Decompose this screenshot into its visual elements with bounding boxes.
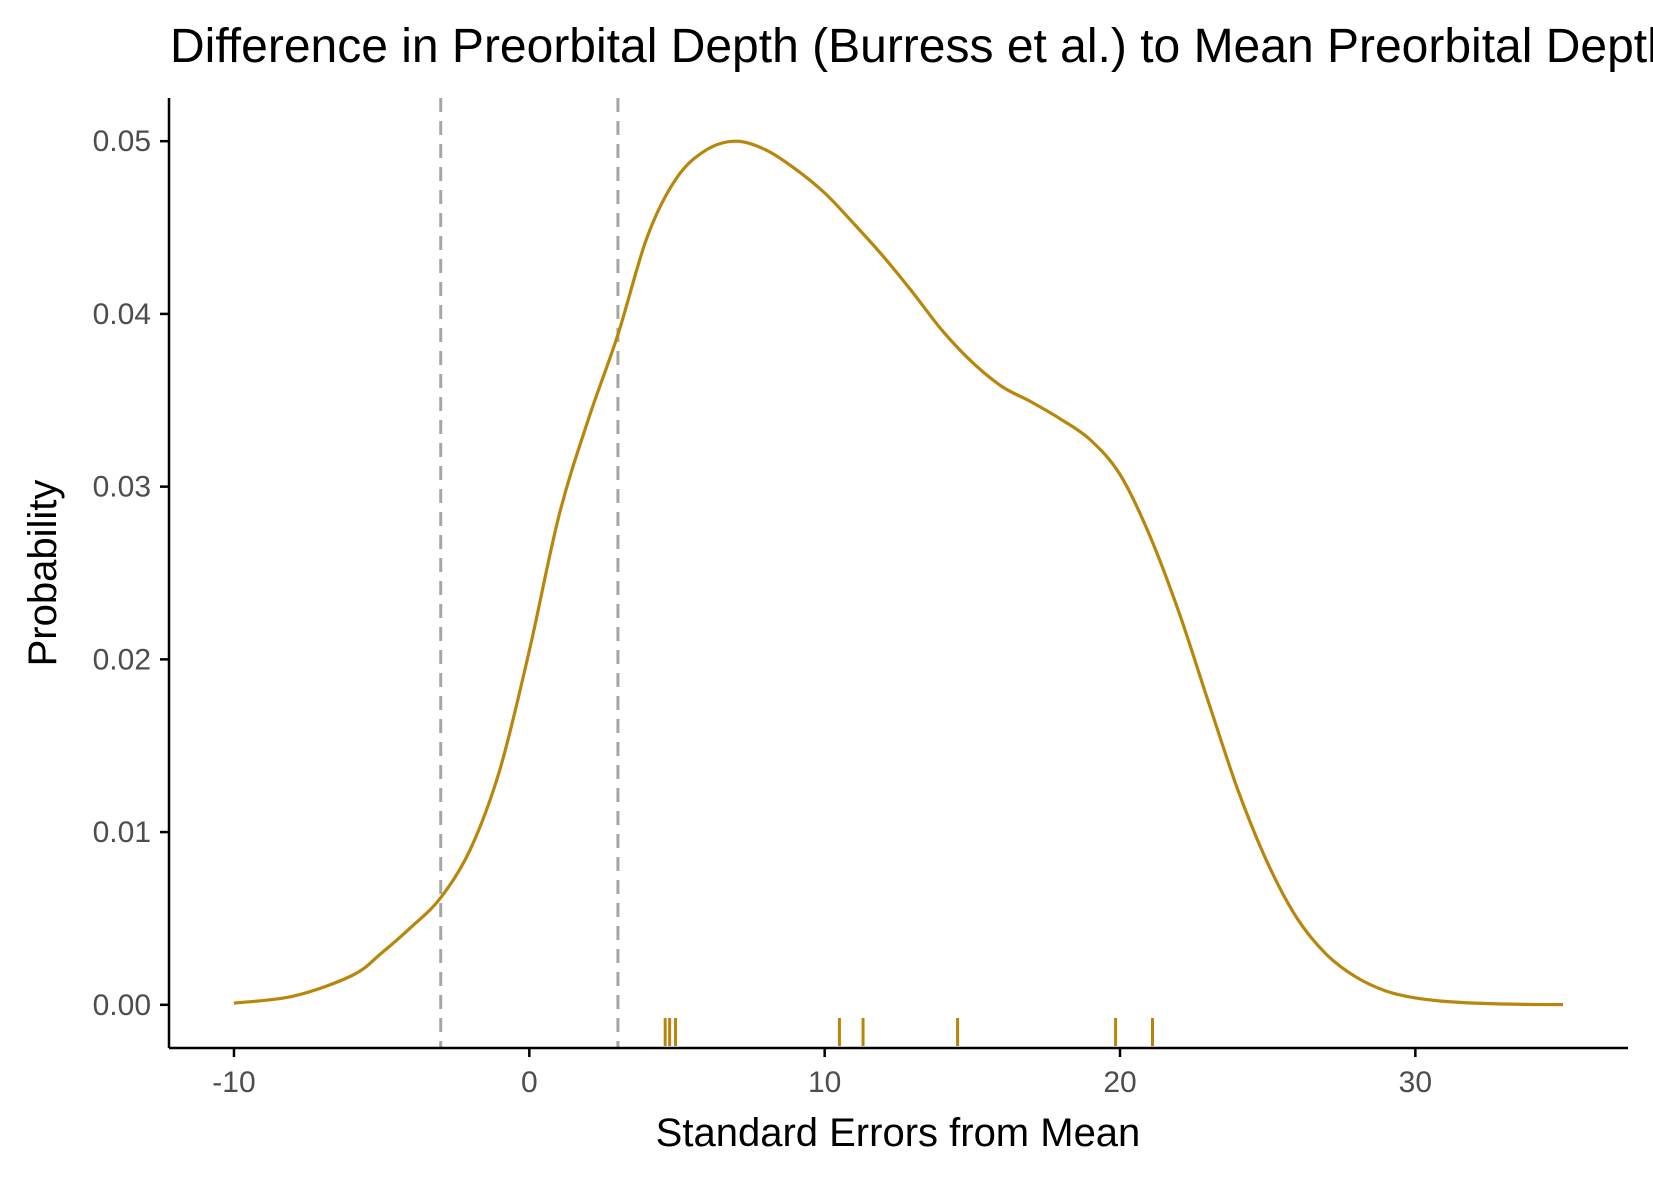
reference-lines [439, 98, 620, 1048]
y-tick-label: 0.05 [93, 125, 151, 158]
density-curve [233, 139, 1564, 1007]
x-axis-title: Standard Errors from Mean [656, 1111, 1141, 1155]
x-tick-label: 10 [808, 1066, 841, 1099]
x-tick-label: 30 [1399, 1066, 1432, 1099]
y-axis-title: Probability [21, 480, 65, 667]
y-axis-ticks: 0.00 0.01 0.02 0.03 0.04 0.05 [93, 125, 169, 1022]
x-tick-label: -10 [212, 1066, 255, 1099]
y-tick-label: 0.04 [93, 298, 151, 331]
chart-title: Difference in Preorbital Depth (Burress … [170, 20, 1653, 73]
y-tick-label: 0.00 [93, 989, 151, 1022]
x-tick-label: 0 [521, 1066, 538, 1099]
y-tick-label: 0.01 [93, 816, 151, 849]
y-tick-label: 0.03 [93, 471, 151, 504]
rug-marks [663, 1018, 1154, 1046]
x-axis-ticks: -10 0 10 20 30 [212, 1048, 1432, 1099]
y-tick-label: 0.02 [93, 643, 151, 676]
x-tick-label: 20 [1103, 1066, 1136, 1099]
